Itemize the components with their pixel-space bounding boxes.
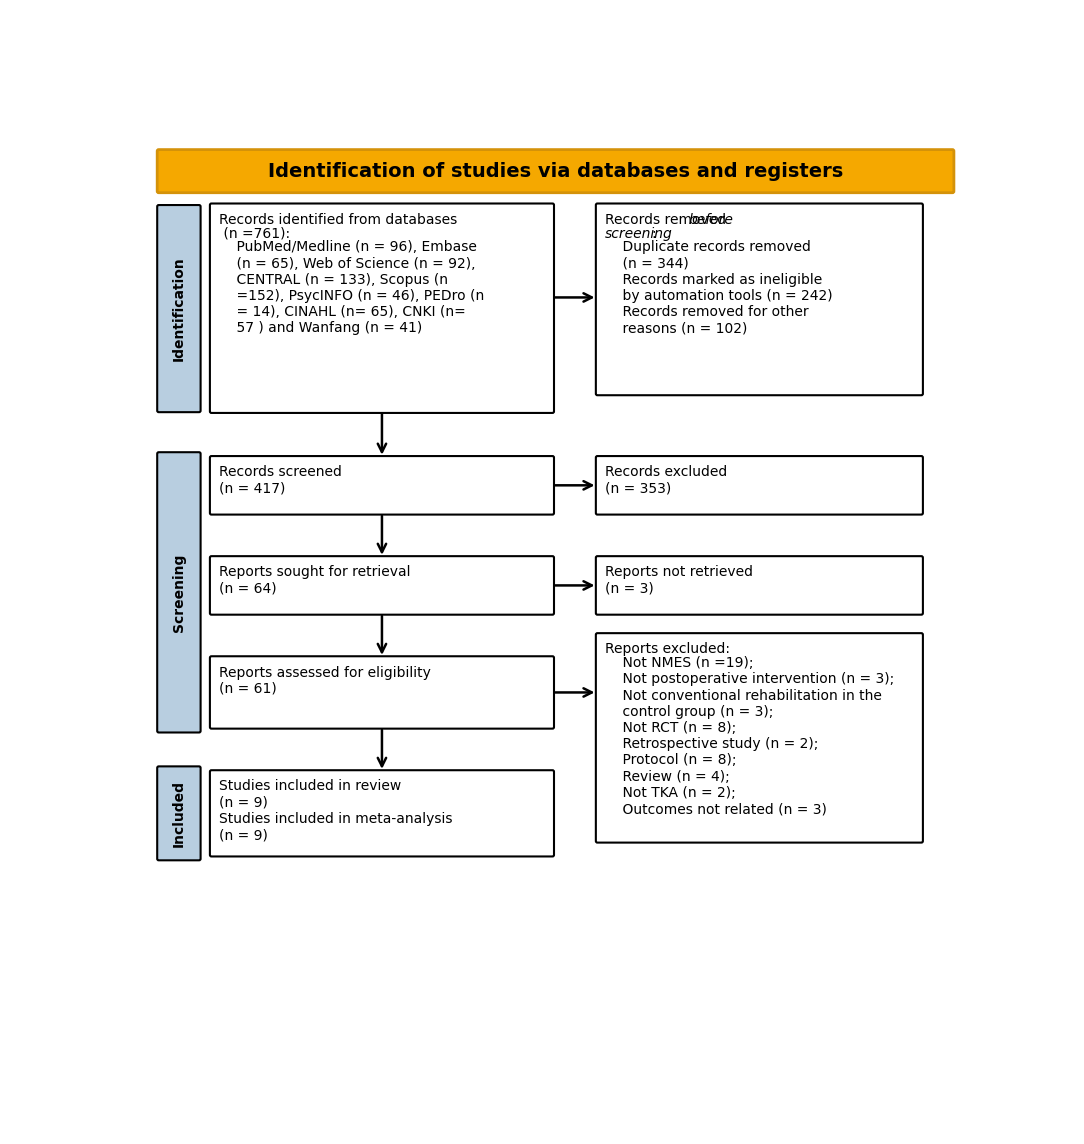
Text: PubMed/Medline (n = 96), Embase
    (n = 65), Web of Science (n = 92),
    CENTR: PubMed/Medline (n = 96), Embase (n = 65)… <box>219 240 485 335</box>
Text: Reports not retrieved
(n = 3): Reports not retrieved (n = 3) <box>605 565 753 596</box>
FancyBboxPatch shape <box>157 205 201 412</box>
FancyBboxPatch shape <box>596 204 922 395</box>
FancyBboxPatch shape <box>210 770 554 857</box>
Text: (n =761):: (n =761): <box>219 227 291 240</box>
FancyBboxPatch shape <box>596 456 922 515</box>
Text: Not NMES (n =19);
    Not postoperative intervention (n = 3);
    Not convention: Not NMES (n =19); Not postoperative inte… <box>605 657 894 816</box>
Text: Records excluded
(n = 353): Records excluded (n = 353) <box>605 466 727 495</box>
FancyBboxPatch shape <box>210 204 554 413</box>
Text: :: : <box>651 227 656 240</box>
FancyBboxPatch shape <box>596 556 922 614</box>
Text: Reports excluded:: Reports excluded: <box>605 643 731 657</box>
FancyBboxPatch shape <box>157 766 201 860</box>
Text: Duplicate records removed
    (n = 344)
    Records marked as ineligible
    by : Duplicate records removed (n = 344) Reco… <box>605 240 833 335</box>
FancyBboxPatch shape <box>210 657 554 729</box>
FancyBboxPatch shape <box>596 633 922 843</box>
Text: Identification: Identification <box>172 256 185 362</box>
Text: Studies included in review
(n = 9)
Studies included in meta-analysis
(n = 9): Studies included in review (n = 9) Studi… <box>219 779 453 842</box>
FancyBboxPatch shape <box>210 456 554 515</box>
Text: Reports sought for retrieval
(n = 64): Reports sought for retrieval (n = 64) <box>219 565 411 596</box>
Text: Records removed: Records removed <box>605 213 731 227</box>
Text: Screening: Screening <box>172 554 185 631</box>
FancyBboxPatch shape <box>157 452 201 732</box>
Text: Reports assessed for eligibility
(n = 61): Reports assessed for eligibility (n = 61… <box>219 666 431 696</box>
Text: Records identified from databases: Records identified from databases <box>219 213 457 227</box>
Text: Included: Included <box>172 780 185 847</box>
FancyBboxPatch shape <box>210 556 554 614</box>
Text: Identification of studies via databases and registers: Identification of studies via databases … <box>268 162 843 182</box>
Text: Records screened
(n = 417): Records screened (n = 417) <box>219 466 343 495</box>
FancyBboxPatch shape <box>157 150 954 192</box>
Text: before: before <box>688 213 734 227</box>
Text: screening: screening <box>605 227 673 240</box>
